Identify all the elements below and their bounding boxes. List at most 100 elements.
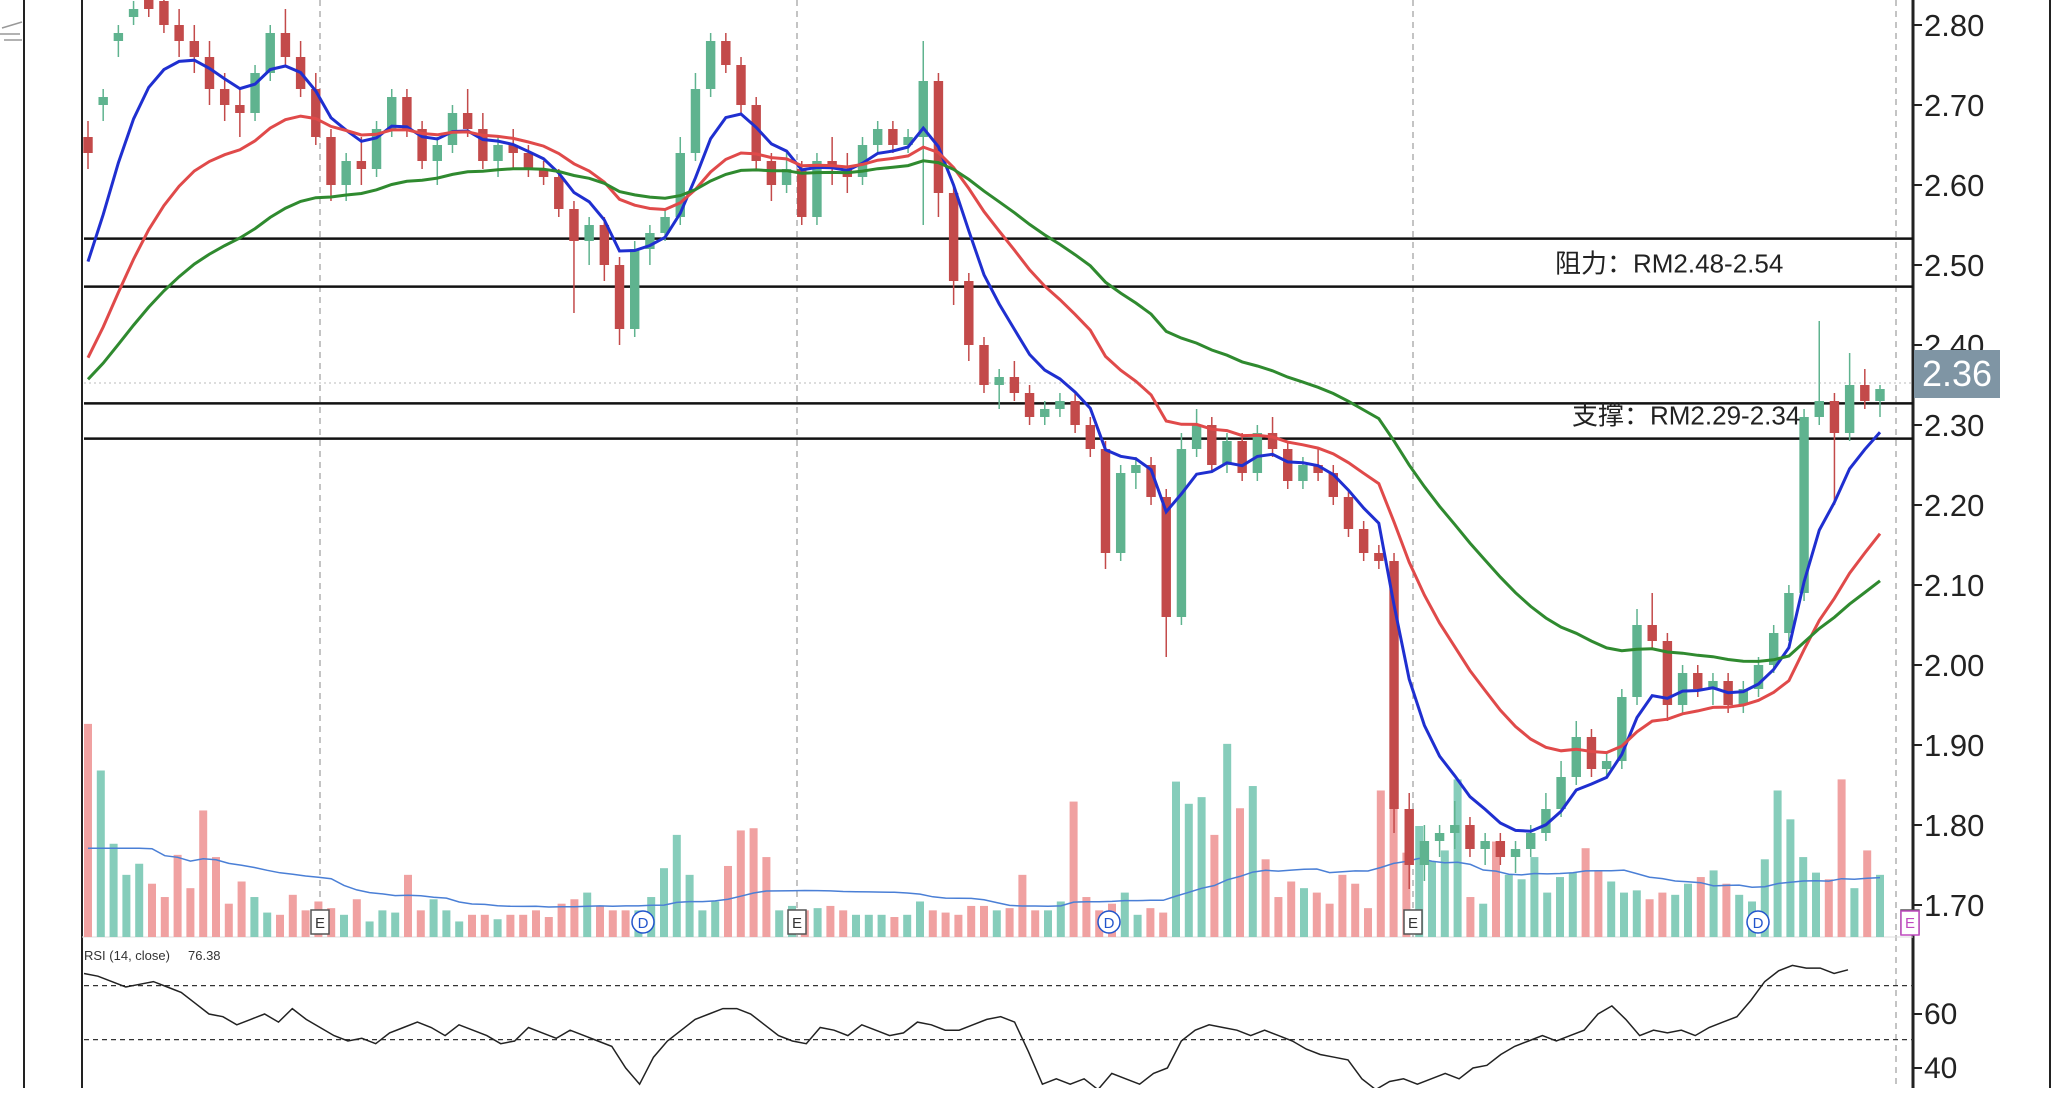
volume-bar xyxy=(224,903,233,937)
price-tick-label: 1.90 xyxy=(1924,728,1984,763)
candle-body xyxy=(1677,673,1688,705)
volume-bar xyxy=(237,881,246,937)
volume-bar xyxy=(1773,790,1782,937)
volume-bar xyxy=(1376,790,1385,937)
candle-body xyxy=(1495,841,1506,857)
candle-body xyxy=(174,25,184,41)
candle-body xyxy=(204,57,215,89)
ma-slow-line xyxy=(86,159,1881,663)
candle-body xyxy=(1328,473,1338,497)
candle-body xyxy=(933,81,944,193)
volume-bar xyxy=(1543,892,1552,937)
candle-body xyxy=(1465,825,1475,849)
volume-bar xyxy=(1044,910,1052,937)
volume-bar xyxy=(928,910,937,937)
volume-bar xyxy=(1479,903,1488,937)
volume-bar xyxy=(1056,901,1065,937)
volume-bar xyxy=(608,910,617,937)
candle-body xyxy=(1176,449,1187,617)
candle-body xyxy=(159,0,169,25)
volume-bar xyxy=(1338,874,1347,937)
candle-body xyxy=(1404,809,1414,865)
candle-body xyxy=(1283,449,1293,481)
candle-body xyxy=(1252,433,1263,473)
candle-body xyxy=(1358,529,1369,553)
candle-body xyxy=(1708,681,1718,689)
volume-bar xyxy=(941,912,950,937)
volume-bar xyxy=(839,910,848,937)
price-tick-label: 2.70 xyxy=(1924,88,1984,123)
volume-bar xyxy=(365,921,374,937)
price-tick-label: 2.80 xyxy=(1924,8,1984,43)
candlesticks xyxy=(83,0,1885,889)
volume-bar xyxy=(1312,892,1321,937)
candle-body xyxy=(1662,641,1673,705)
candle-body xyxy=(660,217,670,233)
candle-body xyxy=(83,137,93,153)
volume-bar xyxy=(1402,852,1411,937)
volume-bar xyxy=(1261,859,1270,937)
candle-body xyxy=(189,41,200,57)
volume-bar xyxy=(416,910,425,937)
volume-bar xyxy=(1159,912,1168,937)
rsi-tick-label: 60 xyxy=(1924,998,1957,1031)
candle-body xyxy=(1009,377,1020,393)
volume-bar xyxy=(916,901,924,937)
candle-body xyxy=(554,177,564,209)
candle-body xyxy=(432,145,442,161)
volume-bar xyxy=(1658,892,1667,937)
volume-bar xyxy=(826,905,835,937)
candle-body xyxy=(144,0,154,9)
volume-bar xyxy=(557,903,566,937)
candle-body xyxy=(1434,833,1445,841)
volume-bar xyxy=(1133,914,1142,937)
volume-bar xyxy=(352,899,361,937)
volume-bar xyxy=(1389,797,1398,937)
volume-bars xyxy=(84,723,1884,937)
rsi-line xyxy=(83,964,1849,1091)
volume-bar xyxy=(724,865,732,937)
volume-bar xyxy=(340,914,348,937)
volume-bar xyxy=(506,914,515,937)
volume-bar xyxy=(493,919,502,937)
volume-bar xyxy=(660,868,668,937)
candle-body xyxy=(1191,425,1202,449)
candle-body xyxy=(812,161,822,217)
price-tick-label: 2.20 xyxy=(1924,488,1984,523)
event-marker-label: D xyxy=(1104,915,1115,932)
candle-body xyxy=(1556,777,1566,809)
volume-bar xyxy=(1620,892,1628,937)
candle-body xyxy=(387,97,397,129)
volume-bar xyxy=(877,914,886,937)
candle-body xyxy=(1799,417,1809,593)
volume-bar xyxy=(1684,883,1692,937)
volume-bar xyxy=(570,899,579,937)
candle-body xyxy=(1298,465,1308,481)
candle-body xyxy=(1131,465,1141,473)
upcoming-earnings-marker-label: E xyxy=(1905,915,1915,932)
candle-body xyxy=(1024,393,1035,417)
volume-bar xyxy=(327,908,336,937)
candle-body xyxy=(1753,665,1764,689)
dividend-marker-icon xyxy=(1746,910,1770,934)
volume-bar xyxy=(1696,877,1705,937)
volume-bar xyxy=(1287,881,1296,937)
volume-bar xyxy=(1581,848,1590,937)
candle-body xyxy=(736,65,746,105)
volume-bar xyxy=(1812,872,1820,937)
volume-bar xyxy=(519,914,528,937)
volume-bar xyxy=(212,857,220,937)
candle-body xyxy=(872,129,883,145)
candle-body xyxy=(1161,497,1171,617)
candle-body xyxy=(948,193,959,281)
volume-bar xyxy=(864,914,873,937)
ma-medium-line xyxy=(86,114,1882,755)
volume-bar xyxy=(1863,850,1872,937)
volume-bar xyxy=(596,905,604,937)
volume-bar xyxy=(160,897,169,937)
candle-body xyxy=(235,105,245,113)
volume-bar xyxy=(813,908,822,937)
candle-body xyxy=(219,89,230,105)
volume-bar xyxy=(1364,908,1372,937)
candle-body xyxy=(1085,425,1096,449)
